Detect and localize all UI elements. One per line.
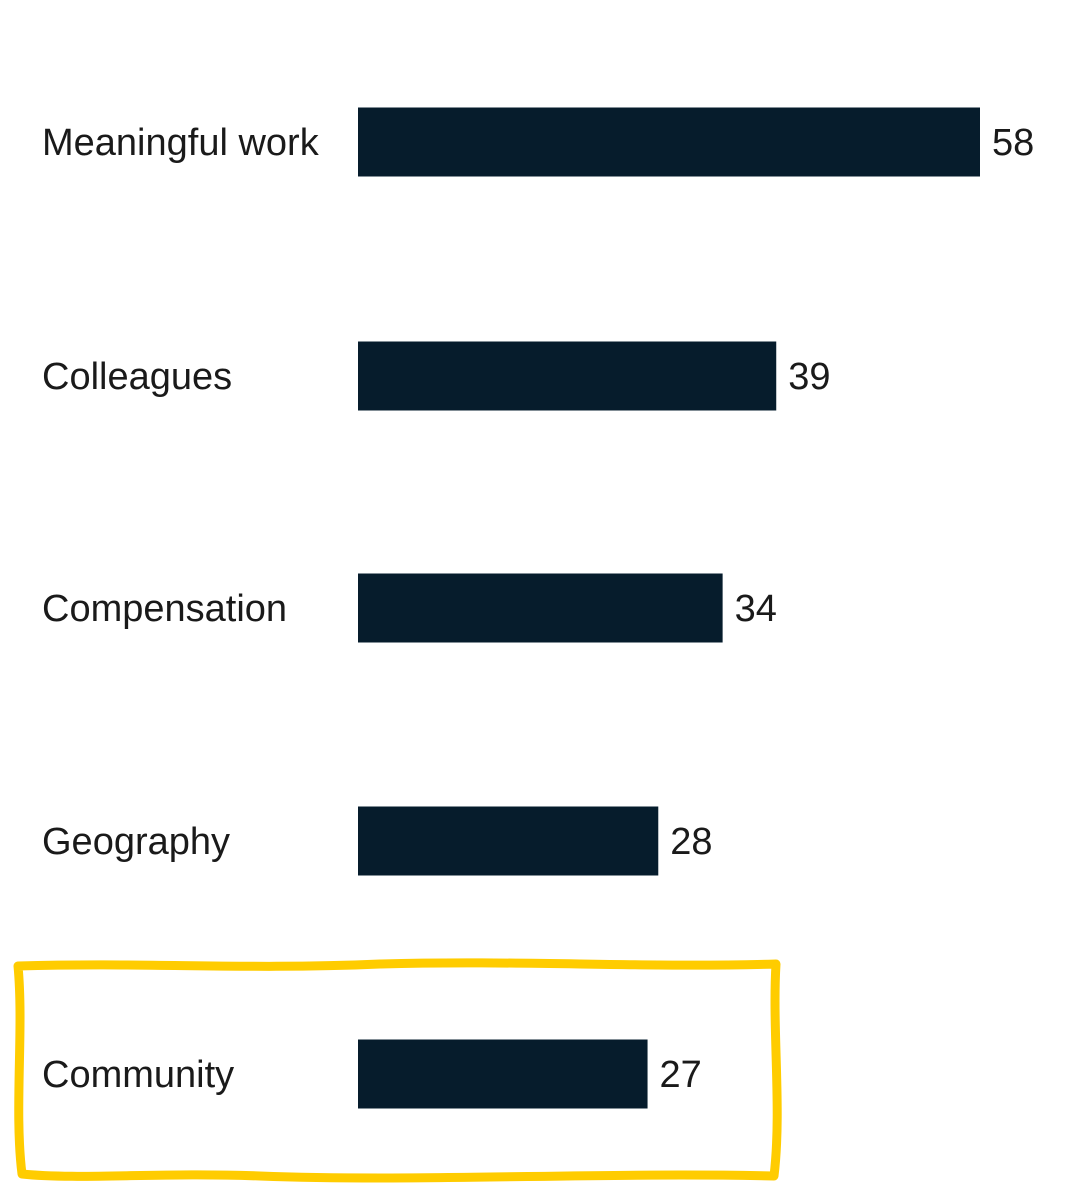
- category-label-geography: Geography: [42, 821, 230, 863]
- value-label-compensation: 34: [735, 588, 777, 630]
- category-label-compensation: Compensation: [42, 588, 287, 630]
- bar-compensation: [358, 573, 723, 643]
- highlight-box: [13, 958, 782, 1183]
- value-label-meaningful-work: 58: [992, 122, 1034, 164]
- value-label-colleagues: 39: [788, 356, 830, 398]
- bar-colleagues: [358, 341, 777, 411]
- bar-community: [358, 1039, 648, 1109]
- value-labels: 58 39 34 28 27: [660, 122, 1035, 1096]
- value-label-geography: 28: [670, 821, 712, 863]
- bars: [358, 107, 980, 1109]
- bar-meaningful-work: [358, 107, 980, 177]
- category-label-colleagues: Colleagues: [42, 356, 232, 398]
- value-label-community: 27: [660, 1054, 702, 1096]
- category-label-meaningful-work: Meaningful work: [42, 122, 320, 164]
- bar-geography: [358, 806, 659, 876]
- category-labels: Meaningful work Colleagues Compensation Geo…: [42, 122, 320, 1096]
- category-label-community: Community: [42, 1054, 234, 1096]
